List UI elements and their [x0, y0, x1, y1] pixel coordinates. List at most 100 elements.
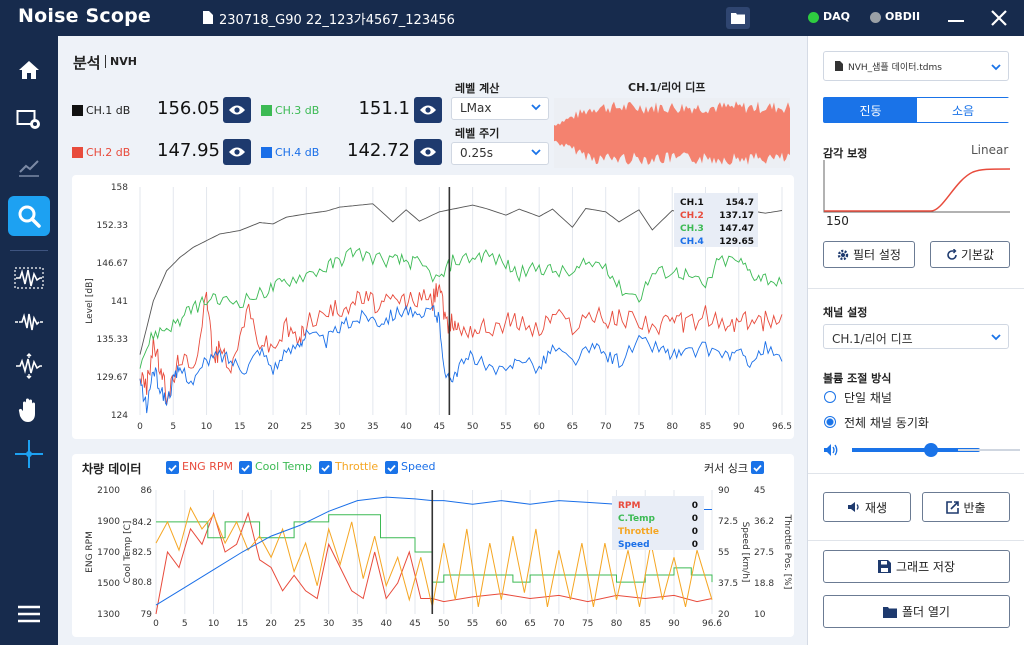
vehicle-x-tick: 15	[237, 619, 248, 629]
vehicle-x-tick: 55	[467, 619, 478, 629]
level-y-tick: 152.33	[97, 221, 129, 231]
vehicle-x-tick: 60	[496, 619, 508, 629]
sidebar-hand-button[interactable]	[8, 390, 50, 430]
title-bar: Noise Scope 230718_G90 22_123가4567_12345…	[0, 0, 1024, 36]
reset-icon	[947, 248, 957, 260]
radio-single-channel[interactable]	[824, 391, 836, 403]
vehicle-x-tick: 40	[381, 619, 393, 629]
vehicle-x-tick: 10	[208, 619, 220, 629]
hand-icon	[18, 398, 35, 422]
level-legend-name: CH.1	[680, 198, 704, 208]
vehicle-legend-name: Throttle	[618, 527, 659, 537]
sidebar-trend-button[interactable]	[8, 148, 50, 188]
chevron-down-icon	[991, 64, 1001, 71]
tab-noise[interactable]: 소음	[917, 98, 1009, 122]
waveform-preview[interactable]	[554, 98, 790, 168]
vehicle-x-tick: 35	[352, 619, 363, 629]
ch2-visibility-button[interactable]	[223, 139, 251, 165]
level-chart[interactable]: 0 5 10 15 20 25 30 35 40 45 50 55 60 65 70 75 80 85 90 96.5…	[72, 175, 794, 439]
main-area: 분석 NVH CH.1 dB 156.05 CH.3 dB 151.1 CH.2…	[58, 36, 807, 645]
chevron-down-icon	[531, 149, 541, 156]
folder-icon	[883, 606, 897, 618]
sidebar-home-button[interactable]	[8, 50, 50, 90]
title-divider	[105, 55, 106, 68]
volume-slider-knob[interactable]	[924, 443, 939, 457]
level-x-tick: 5	[170, 422, 176, 432]
level-legend-value: 154.7	[726, 198, 754, 208]
export-icon	[946, 500, 960, 514]
play-label: 재생	[864, 500, 888, 515]
save-graph-button[interactable]: 그래프 저장	[823, 550, 1010, 583]
sidebar-search-button[interactable]	[8, 196, 50, 236]
weighting-curve	[823, 160, 1010, 213]
vehicle-y-tick: 2100	[97, 486, 120, 496]
waveform-zoom-icon	[16, 353, 42, 379]
vehicle-x-tick: 30	[323, 619, 335, 629]
level-calc-select[interactable]: LMax	[451, 97, 549, 120]
vehicle-y-tick: 55	[718, 548, 729, 558]
ch1-visibility-button[interactable]	[223, 97, 251, 123]
level-legend-name: CH.3	[680, 224, 704, 234]
ch4-swatch	[261, 147, 272, 158]
level-x-tick: 20	[267, 422, 279, 432]
level-legend-value: 147.47	[719, 224, 754, 234]
export-button[interactable]: 반출	[922, 492, 1010, 522]
cursor-sync-checkbox[interactable]	[751, 461, 764, 474]
waveform-title: CH.1/리어 디프	[628, 81, 706, 94]
eng-rpm-checkbox[interactable]	[166, 461, 179, 474]
open-folder-panel-button[interactable]: 폴더 열기	[823, 595, 1010, 628]
level-x-tick: 96.5	[772, 422, 792, 432]
daq-status-dot	[808, 12, 819, 23]
minimize-button[interactable]	[946, 9, 966, 27]
throttle-checkbox[interactable]	[319, 461, 332, 474]
ch3-label: CH.3 dB	[275, 104, 320, 117]
level-x-tick: 45	[434, 422, 445, 432]
vehicle-y-tick: 1900	[97, 517, 120, 527]
right-panel: NVH_샘플 데이터.tdms 진동 소음 감각 보정 Linear 150 필…	[807, 36, 1024, 645]
vehicle-chart[interactable]: 0 5 10 15 20 25 30 35 40 45 50 55 60 65 70 75 80 85 90 96.6…	[72, 454, 794, 637]
vehicle-axis-label: Cool Temp [C]	[123, 521, 133, 584]
vehicle-x-tick: 80	[611, 619, 623, 629]
radio-all-channels[interactable]	[824, 416, 836, 428]
vehicle-y-tick: 90	[718, 486, 730, 496]
default-button[interactable]: 기본값	[930, 241, 1010, 268]
crosshair-icon	[15, 440, 43, 468]
open-folder-button[interactable]	[726, 7, 750, 29]
cursor-sync-label: 커서 싱크	[704, 462, 748, 475]
vehicle-legend-name: RPM	[618, 501, 641, 511]
speed-label: Speed	[401, 460, 436, 473]
ch3-visibility-button[interactable]	[414, 97, 442, 123]
sidebar-divider	[10, 250, 48, 251]
speed-checkbox[interactable]	[385, 461, 398, 474]
level-x-tick: 10	[201, 422, 213, 432]
volume-slider-track[interactable]	[852, 443, 980, 457]
vehicle-legend-name: Speed	[618, 540, 650, 550]
filter-settings-button[interactable]: 필터 설정	[823, 241, 915, 268]
check-icon	[753, 464, 762, 472]
vehicle-x-tick: 50	[438, 619, 450, 629]
level-x-tick: 75	[633, 422, 644, 432]
level-period-select[interactable]: 0.25s	[451, 142, 549, 165]
sidebar-waveform-split-button[interactable]	[8, 302, 50, 342]
level-x-tick: 30	[334, 422, 346, 432]
channel-select[interactable]: CH.1/리어 디프	[823, 324, 1009, 349]
sidebar-crosshair-button[interactable]	[8, 434, 50, 474]
file-icon	[835, 61, 843, 71]
level-x-tick: 65	[567, 422, 578, 432]
sidebar-settings-button[interactable]	[8, 100, 50, 140]
sidebar-waveform-button[interactable]	[8, 258, 50, 298]
ch4-visibility-button[interactable]	[414, 139, 442, 165]
vehicle-series-line	[156, 514, 713, 583]
sidebar-waveform-zoom-button[interactable]	[8, 346, 50, 386]
sidebar-menu-button[interactable]	[8, 594, 50, 634]
vehicle-y-tick: 18.8	[754, 579, 774, 589]
default-label: 기본값	[960, 248, 995, 262]
close-button[interactable]	[988, 7, 1010, 29]
play-button[interactable]: 재생	[823, 492, 911, 522]
channel-setting-label: 채널 설정	[823, 306, 868, 319]
cool-temp-checkbox[interactable]	[239, 461, 252, 474]
tab-vibration[interactable]: 진동	[824, 98, 917, 122]
daq-status-label: DAQ	[823, 10, 850, 23]
data-file-select[interactable]: NVH_샘플 데이터.tdms	[823, 51, 1009, 81]
close-icon	[991, 10, 1007, 26]
